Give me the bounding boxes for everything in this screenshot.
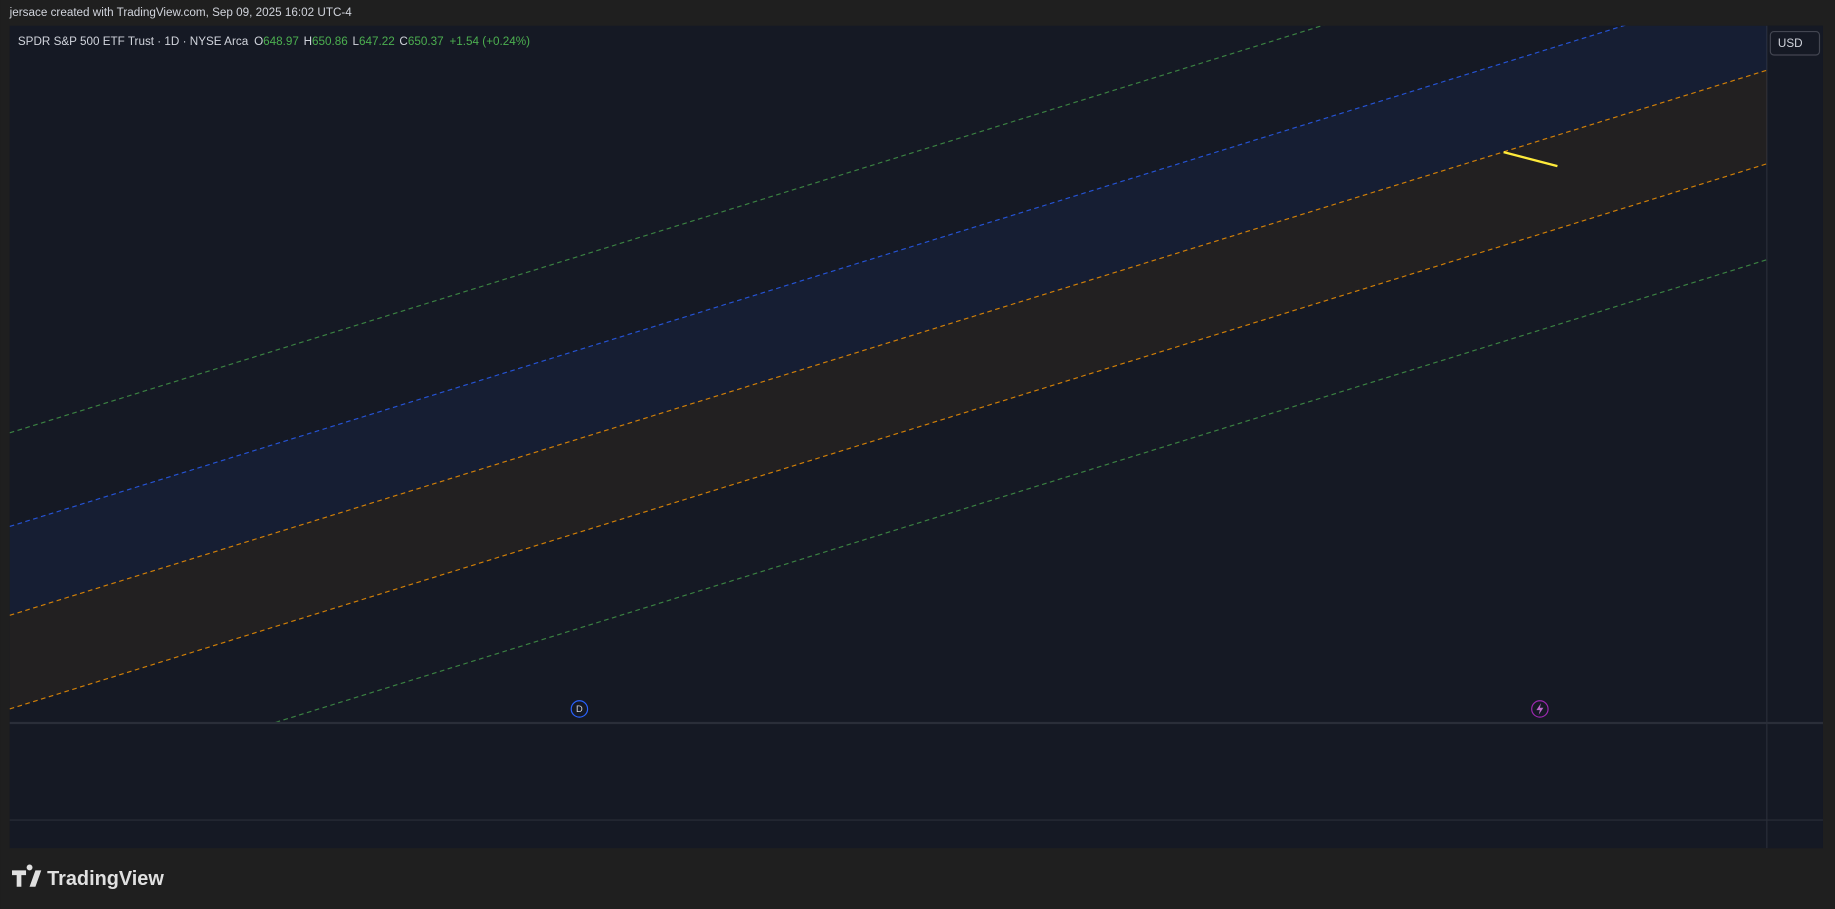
currency-button[interactable] — [1769, 31, 1821, 56]
lightning-icon — [1536, 703, 1544, 715]
attribution: jersace created with TradingView.com, Se… — [9, 6, 353, 19]
price-axis — [1766, 25, 1823, 849]
o-label: O — [254, 35, 263, 48]
o-value: 648.97 — [263, 35, 299, 48]
h-value: 650.86 — [312, 35, 348, 48]
h-label: H — [304, 35, 312, 48]
trend-drawing — [1503, 150, 1558, 168]
l-value: 647.22 — [359, 35, 395, 48]
c-value: 650.37 — [408, 35, 444, 48]
c-label: C — [399, 35, 407, 48]
brand: TradingView — [47, 868, 164, 890]
dividend-marker[interactable] — [570, 700, 589, 718]
chart-panel — [9, 25, 1823, 849]
dividend-label: D — [576, 704, 583, 714]
regression-channel — [9, 25, 1767, 722]
title: SPDR S&P 500 ETF Trust · 1D · NYSE Arca — [18, 35, 249, 48]
l-label: L — [352, 35, 359, 48]
currency: USD — [1778, 37, 1803, 50]
legend-header: SPDR S&P 500 ETF Trust · 1D · NYSE Arca O… — [18, 35, 530, 48]
brand-logo: TradingView — [12, 864, 164, 890]
change: +1.54 (+0.24%) — [449, 35, 530, 48]
